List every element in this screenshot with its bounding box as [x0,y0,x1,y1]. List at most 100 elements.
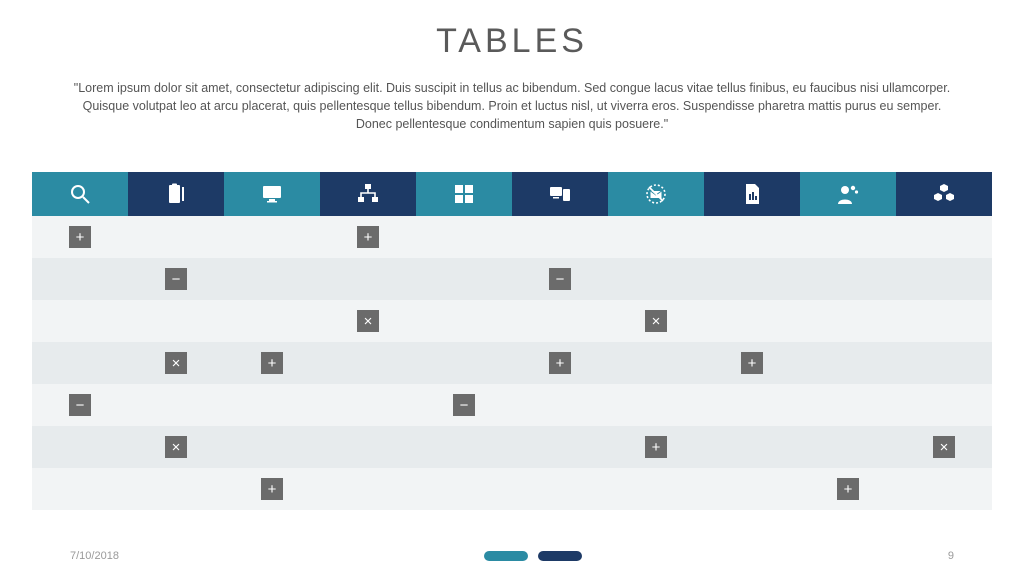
table-cell: × [608,300,704,342]
table-cell [896,300,992,342]
table-cell [32,258,128,300]
minus-marker: − [453,394,475,416]
table-cell: + [224,468,320,510]
cross-marker: × [165,352,187,374]
table-cell [416,216,512,258]
document-icon [704,182,800,206]
pagination-pill [484,551,528,561]
cross-marker: × [645,310,667,332]
table-cell [32,300,128,342]
search-icon [32,182,128,206]
table-cell [512,300,608,342]
table-cell: + [224,342,320,384]
table-cell: + [704,342,800,384]
footer-date: 7/10/2018 [70,550,119,562]
table-cell [224,258,320,300]
table-cell [512,426,608,468]
table-cell: × [896,426,992,468]
persona-column-header [800,172,896,216]
footer-page-number: 9 [948,550,954,562]
table-row: −− [32,384,992,426]
table-cell [416,258,512,300]
table-cell [896,384,992,426]
table-cell [224,426,320,468]
table-cell [704,300,800,342]
table-cell [800,300,896,342]
plus-marker: + [549,352,571,374]
table-cell: + [800,468,896,510]
document-column-header [704,172,800,216]
table-cell [608,216,704,258]
table-cell [704,216,800,258]
table-row: ++ [32,468,992,510]
grid-icon [416,182,512,206]
table-cell [416,468,512,510]
monitor-column-header [224,172,320,216]
table-cell [416,342,512,384]
no-mail-icon [608,182,704,206]
plus-marker: + [261,352,283,374]
table-cell: × [128,342,224,384]
plus-marker: + [837,478,859,500]
plus-marker: + [69,226,91,248]
table-row: × + × [32,426,992,468]
table-cell [608,384,704,426]
plus-marker: + [261,478,283,500]
monitor-icon [224,182,320,206]
table-cell [608,468,704,510]
table-cell: − [32,384,128,426]
table-cell: + [320,216,416,258]
network-icon [320,182,416,206]
slide-footer: 7/10/2018 9 [0,550,1024,562]
table-cell [416,426,512,468]
plus-marker: + [741,352,763,374]
table-cell [32,342,128,384]
table-cell [224,216,320,258]
table-cell [320,342,416,384]
table-cell: × [128,426,224,468]
table-cell [224,300,320,342]
cross-marker: × [357,310,379,332]
table-cell [128,468,224,510]
table-cell [704,384,800,426]
table-row: −− [32,258,992,300]
table-cell [512,384,608,426]
table-cell [800,258,896,300]
table-cell [896,468,992,510]
devices-column-header [512,172,608,216]
table-cell [800,342,896,384]
table-cell: + [32,216,128,258]
table-cell [224,384,320,426]
table-cell [512,216,608,258]
network-column-header [320,172,416,216]
plus-marker: + [645,436,667,458]
table-cell [128,300,224,342]
table-cell [320,258,416,300]
search-column-header [32,172,128,216]
cubes-column-header [896,172,992,216]
table-cell: + [512,342,608,384]
table-cell: + [608,426,704,468]
table-cell: × [320,300,416,342]
comparison-table: ++−−×××+++−−×+×++ [32,172,992,510]
grid-column-header [416,172,512,216]
no-mail-column-header [608,172,704,216]
clipboard-column-header [128,172,224,216]
table-cell [704,426,800,468]
table-cell [800,426,896,468]
table-cell [320,426,416,468]
table-cell [896,342,992,384]
table-cell [704,468,800,510]
table-cell: − [416,384,512,426]
table-cell [608,258,704,300]
table-cell [704,258,800,300]
cubes-icon [896,182,992,206]
subtitle-text: "Lorem ipsum dolor sit amet, consectetur… [0,61,1024,133]
table-cell [800,384,896,426]
persona-icon [800,182,896,206]
minus-marker: − [69,394,91,416]
table-cell: − [128,258,224,300]
table-cell [608,342,704,384]
table-cell [896,216,992,258]
clipboard-icon [128,182,224,206]
